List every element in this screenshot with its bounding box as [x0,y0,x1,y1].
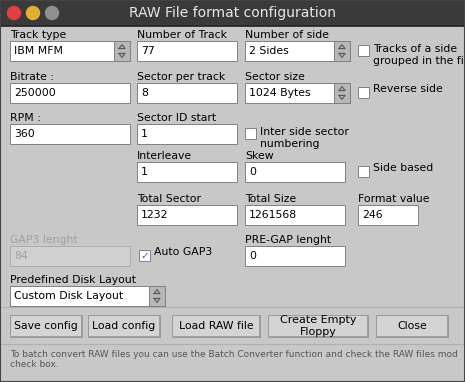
Bar [0,0,465,26]
Bar [10,246,130,266]
Text: 2 Sides: 2 Sides [249,46,289,56]
Text: Side based: Side based [373,163,433,173]
Text: Total Size: Total Size [245,194,296,204]
Text: Skew: Skew [245,151,273,161]
Bar [245,83,350,103]
Bar [137,162,237,182]
Text: 246: 246 [362,210,383,220]
Text: 8: 8 [141,88,148,98]
Bar [149,286,165,306]
Text: Close: Close [397,321,427,331]
Bar [173,316,259,336]
Text: Bitrate :: Bitrate : [10,72,54,82]
Bar [89,316,159,336]
Bar [10,315,82,337]
Text: Custom Disk Layout: Custom Disk Layout [14,291,123,301]
Text: Create Empty
Floppy: Create Empty Floppy [280,315,356,337]
Text: 1232: 1232 [141,210,168,220]
Text: 360: 360 [14,129,35,139]
Text: Sector ID start: Sector ID start [137,113,216,123]
Text: 1261568: 1261568 [249,210,297,220]
Bar [10,83,130,103]
Text: To batch convert RAW files you can use the Batch Converter function and check th: To batch convert RAW files you can use t… [10,350,458,369]
Text: Inter side sector
numbering: Inter side sector numbering [260,127,349,149]
Bar [245,41,350,61]
Bar [245,205,345,225]
Circle shape [46,6,59,19]
Text: Auto GAP3: Auto GAP3 [154,247,212,257]
Text: 250000: 250000 [14,88,56,98]
Bar [358,166,369,177]
Text: Number of Track: Number of Track [137,30,227,40]
Text: Tracks of a side
grouped in the file: Tracks of a side grouped in the file [373,44,465,66]
Bar [245,162,345,182]
Text: RAW File format configuration: RAW File format configuration [129,6,336,20]
Text: Load config: Load config [93,321,156,331]
Bar [137,124,237,144]
Text: 84: 84 [14,251,28,261]
Circle shape [27,6,40,19]
Bar [358,205,418,225]
Text: Save config: Save config [14,321,78,331]
Bar [358,45,369,56]
Bar [334,41,350,61]
Text: 1024 Bytes: 1024 Bytes [249,88,311,98]
Text: Reverse side: Reverse side [373,84,443,94]
Bar [10,124,130,144]
Circle shape [7,6,20,19]
Bar [11,316,81,336]
Text: GAP3 lenght: GAP3 lenght [10,235,78,245]
Text: 77: 77 [141,46,155,56]
Text: Load RAW file: Load RAW file [179,321,253,331]
Text: 1: 1 [141,167,148,177]
Text: Sector per track: Sector per track [137,72,225,82]
Bar [269,316,367,336]
Bar [10,286,165,306]
Bar [88,315,160,337]
Text: RPM :: RPM : [10,113,41,123]
Bar [114,41,130,61]
Text: 0: 0 [249,167,256,177]
Text: Sector size: Sector size [245,72,305,82]
Bar [137,41,237,61]
Text: Predefined Disk Layout: Predefined Disk Layout [10,275,136,285]
Text: IBM MFM: IBM MFM [14,46,63,56]
Text: 1: 1 [141,129,148,139]
Bar [376,315,448,337]
Text: 0: 0 [249,251,256,261]
Bar [137,83,237,103]
Text: Format value: Format value [358,194,430,204]
Bar [172,315,260,337]
Bar [268,315,368,337]
Bar [245,128,256,139]
Bar [358,87,369,98]
Text: Number of side: Number of side [245,30,329,40]
Bar [10,41,130,61]
Bar [377,316,447,336]
Bar [245,246,345,266]
Text: Track type: Track type [10,30,66,40]
Bar [334,83,350,103]
Bar [137,205,237,225]
Text: ✓: ✓ [140,251,149,261]
Bar [139,250,150,261]
Text: Interleave: Interleave [137,151,192,161]
Text: PRE-GAP lenght: PRE-GAP lenght [245,235,331,245]
Text: Total Sector: Total Sector [137,194,201,204]
